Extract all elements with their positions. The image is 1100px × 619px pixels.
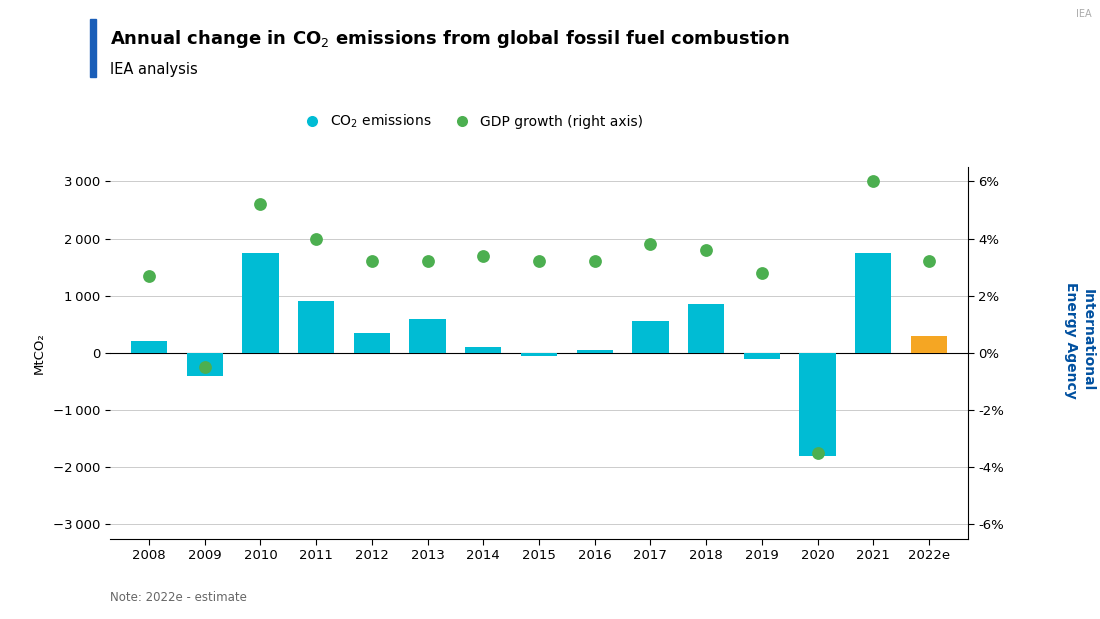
Point bbox=[921, 256, 938, 266]
Point bbox=[140, 271, 157, 280]
Bar bbox=[911, 335, 947, 353]
Point bbox=[307, 233, 324, 243]
Bar bbox=[744, 353, 780, 358]
Bar bbox=[800, 353, 836, 456]
Point bbox=[252, 199, 270, 209]
Bar bbox=[465, 347, 502, 353]
Point bbox=[196, 362, 213, 372]
Point bbox=[865, 176, 882, 186]
Point bbox=[419, 256, 437, 266]
Text: IEA analysis: IEA analysis bbox=[110, 62, 198, 77]
Bar bbox=[576, 350, 613, 353]
Point bbox=[474, 251, 492, 261]
Point bbox=[586, 256, 604, 266]
Bar bbox=[242, 253, 278, 353]
Text: Note: 2022e - estimate: Note: 2022e - estimate bbox=[110, 591, 246, 604]
Point bbox=[697, 245, 715, 255]
Bar bbox=[298, 301, 334, 353]
Bar bbox=[521, 353, 557, 356]
Bar bbox=[187, 353, 223, 376]
Bar bbox=[131, 342, 167, 353]
Text: Annual change in CO$_2$ emissions from global fossil fuel combustion: Annual change in CO$_2$ emissions from g… bbox=[110, 28, 790, 50]
Point bbox=[754, 268, 771, 278]
Point bbox=[530, 256, 548, 266]
Bar bbox=[409, 319, 446, 353]
Bar bbox=[855, 253, 891, 353]
Point bbox=[641, 240, 659, 249]
Bar bbox=[688, 305, 724, 353]
Text: IEA: IEA bbox=[1076, 9, 1091, 19]
Y-axis label: MtCO₂: MtCO₂ bbox=[33, 332, 46, 374]
Text: International
Energy Agency: International Energy Agency bbox=[1065, 282, 1094, 399]
Legend: CO$_2$ emissions, GDP growth (right axis): CO$_2$ emissions, GDP growth (right axis… bbox=[293, 107, 649, 136]
Bar bbox=[632, 321, 669, 353]
Point bbox=[363, 256, 381, 266]
Bar bbox=[354, 333, 390, 353]
Point bbox=[808, 448, 826, 458]
